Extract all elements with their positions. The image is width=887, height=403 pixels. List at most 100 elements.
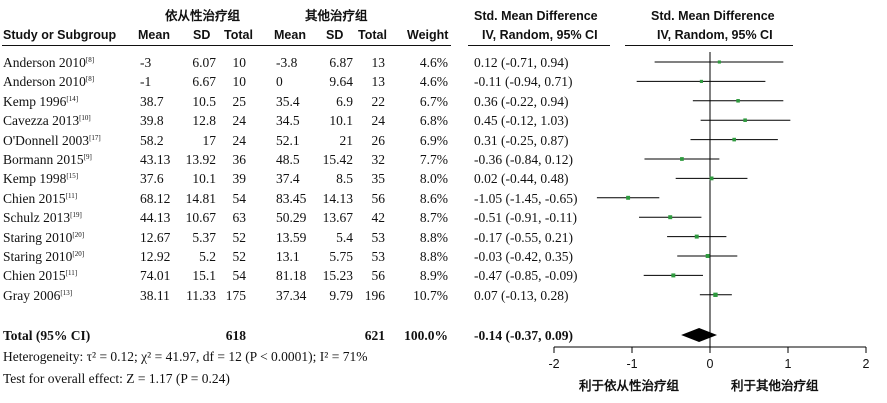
study-name-text: Cavezza 2013: [3, 113, 80, 129]
effect-marker: [668, 215, 673, 220]
study-sd2: 9.64: [329, 74, 353, 90]
study-sd1: 12.8: [192, 113, 216, 129]
study-total1: 24: [232, 132, 247, 148]
heterogeneity-stats: Heterogeneity: τ² = 0.12; χ² = 41.97, df…: [3, 349, 368, 364]
study-total2: 26: [371, 132, 386, 148]
study-total1: 24: [232, 113, 247, 129]
study-mean2: 37.4: [276, 171, 300, 187]
study-mean1: 58.2: [140, 132, 164, 148]
study-mean1: 12.67: [140, 229, 171, 245]
study-ci: -0.51 (-0.91, -0.11): [474, 210, 577, 226]
study-reference: [11]: [65, 191, 78, 200]
x-tick-label: -2: [548, 357, 559, 371]
study-total1: 25: [232, 93, 247, 109]
study-total2: 56: [371, 190, 386, 206]
effect-marker: [709, 176, 714, 181]
study-total1: 36: [232, 152, 247, 167]
study-total1: 10: [232, 74, 247, 90]
favours-right-label: 利于其他治疗组: [731, 378, 819, 393]
study-mean1: 74.01: [140, 268, 171, 284]
total-row-label: Total (95% CI): [3, 328, 91, 343]
study-total1: 52: [232, 249, 247, 264]
study-reference: [17]: [89, 133, 101, 142]
study-total2: 13: [371, 55, 386, 70]
study-mean1: -1: [140, 74, 152, 90]
study-mean2: 13.1: [276, 249, 300, 264]
study-ci: -0.17 (-0.55, 0.21): [474, 229, 573, 245]
x-tick-label: -1: [626, 357, 637, 371]
study-name: Anderson 2010[8]: [3, 75, 94, 89]
study-mean1: 39.8: [140, 113, 164, 129]
favours-left-label: 利于依从性治疗组: [579, 378, 680, 393]
study-reference: [20]: [72, 250, 85, 258]
study-reference: [10]: [79, 114, 91, 123]
weight-column-header: Weight: [407, 28, 449, 42]
study-reference: [8]: [85, 75, 95, 84]
study-sd2: 5.4: [336, 229, 353, 245]
study-reference: [11]: [65, 269, 78, 278]
study-sd1: 14.81: [185, 190, 216, 206]
study-total2: 196: [364, 287, 385, 303]
study-total2: 24: [371, 113, 386, 129]
study-mean2: 0: [276, 74, 283, 90]
study-sd2: 13.67: [322, 210, 353, 226]
study-total2: 53: [371, 249, 386, 264]
study-sd1: 10.5: [192, 93, 216, 109]
study-total2: 32: [371, 152, 386, 167]
study-sd2: 5.75: [329, 249, 353, 264]
effect-marker: [699, 79, 703, 83]
study-mean1: -3: [140, 55, 152, 70]
x-tick-label: 1: [785, 357, 792, 371]
study-ci: -0.36 (-0.84, 0.12): [474, 152, 573, 167]
study-sd1: 15.1: [192, 268, 216, 284]
study-reference: [19]: [70, 211, 82, 220]
effect-marker: [626, 195, 631, 200]
study-sd2: 21: [339, 132, 354, 148]
study-ci: 0.31 (-0.25, 0.87): [474, 132, 569, 148]
study-name: Gray 2006[13]: [3, 289, 72, 303]
effect-marker: [743, 118, 747, 122]
study-sd1: 13.92: [185, 152, 216, 167]
effect-marker: [713, 292, 718, 297]
group1-header: 依从性治疗组: [165, 8, 241, 23]
study-ci: -0.47 (-0.85, -0.09): [474, 268, 578, 284]
study-ci: -0.03 (-0.42, 0.35): [474, 249, 573, 264]
plot-column-title: Std. Mean Difference: [651, 9, 775, 23]
study-total1: 63: [232, 210, 247, 226]
study-mean1: 12.92: [140, 249, 171, 264]
header-rule-left: [2, 45, 451, 46]
study-mean2: 52.1: [276, 132, 300, 148]
study-reference: [13]: [60, 288, 73, 297]
study-weight: 4.6%: [419, 74, 448, 90]
study-weight: 8.8%: [419, 249, 448, 264]
study-weight: 6.7%: [419, 93, 448, 109]
mean2-column-header: Mean: [274, 28, 306, 42]
study-weight: 6.9%: [419, 132, 448, 148]
x-tick-label: 0: [707, 357, 714, 371]
study-mean2: 83.45: [276, 190, 307, 206]
study-ci: -0.11 (-0.94, 0.71): [474, 74, 573, 90]
study-name-text: Kemp 1996: [3, 93, 67, 109]
effect-marker: [705, 254, 710, 258]
study-weight: 8.6%: [419, 190, 448, 206]
study-total2: 56: [371, 268, 386, 284]
study-name-text: Schulz 2013: [3, 210, 71, 226]
study-sd2: 14.13: [322, 190, 353, 206]
study-total1: 10: [232, 55, 247, 70]
study-mean2: -3.8: [276, 55, 298, 70]
study-weight: 8.0%: [419, 171, 448, 187]
study-name-text: Chien 2015: [3, 268, 66, 284]
sd1-column-header: SD: [193, 28, 211, 42]
study-name-text: Staring 2010: [3, 249, 73, 264]
study-total1: 54: [232, 190, 247, 206]
study-name: Staring 2010[20]: [3, 230, 84, 245]
study-name: Schulz 2013[19]: [3, 211, 82, 225]
study-reference: [9]: [83, 153, 92, 161]
study-sd2: 15.42: [322, 152, 353, 167]
study-sd2: 15.23: [322, 268, 353, 284]
study-sd1: 6.07: [192, 55, 216, 70]
study-name: Bormann 2015[9]: [3, 153, 92, 167]
study-mean1: 37.6: [140, 171, 164, 187]
effect-marker: [680, 157, 684, 161]
